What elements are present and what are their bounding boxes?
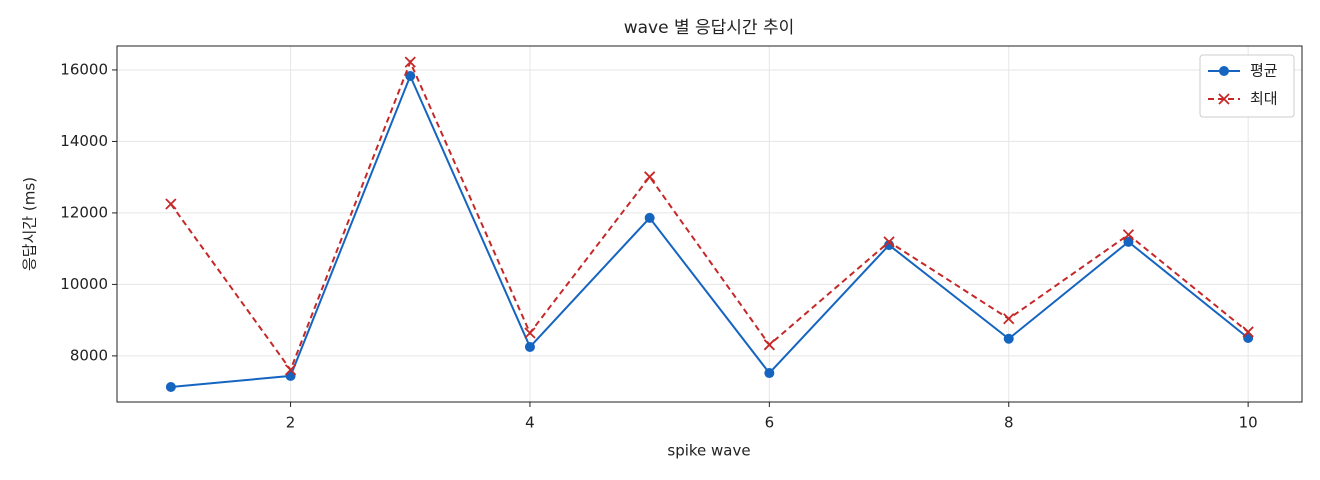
x-tick-label: 8 [1004, 414, 1014, 432]
x-tick-label: 2 [286, 414, 296, 432]
series-line [170, 59, 1249, 372]
y-axis-label: 응답시간 (ms) [21, 177, 39, 271]
point [1123, 236, 1134, 247]
point [764, 368, 775, 379]
point [165, 381, 176, 392]
y-tick-label: 14000 [60, 132, 108, 150]
point [1003, 313, 1015, 325]
legend-label: 평균 [1250, 62, 1278, 80]
point [404, 56, 416, 68]
x-tick-label: 10 [1239, 414, 1258, 432]
point [644, 171, 656, 183]
point [644, 212, 655, 223]
point [284, 364, 297, 376]
series-line [170, 73, 1249, 388]
point [1122, 229, 1135, 241]
x-tick-label: 4 [525, 414, 535, 432]
point [763, 339, 775, 351]
legend-marker [1218, 93, 1230, 105]
plot [165, 56, 1254, 392]
y-tick-label: 10000 [60, 275, 108, 293]
y-tick-label: 12000 [60, 203, 108, 221]
point [405, 71, 416, 82]
chart-title: wave 별 응답시간 추이 [624, 18, 795, 38]
legend-label: 최대 [1250, 90, 1278, 108]
point [524, 341, 535, 352]
y-tick-label: 16000 [60, 60, 108, 78]
y-tick-label: 8000 [70, 346, 108, 364]
point [524, 327, 536, 339]
point [165, 198, 177, 210]
legend-marker [1219, 66, 1229, 76]
plot-frame [116, 45, 1303, 403]
x-tick-label: 6 [765, 414, 775, 432]
point [1003, 333, 1014, 344]
x-axis-label: spike wave [667, 442, 750, 460]
point [883, 236, 895, 248]
grid [117, 46, 1302, 402]
point [1242, 326, 1254, 338]
legend-box [1199, 54, 1295, 118]
